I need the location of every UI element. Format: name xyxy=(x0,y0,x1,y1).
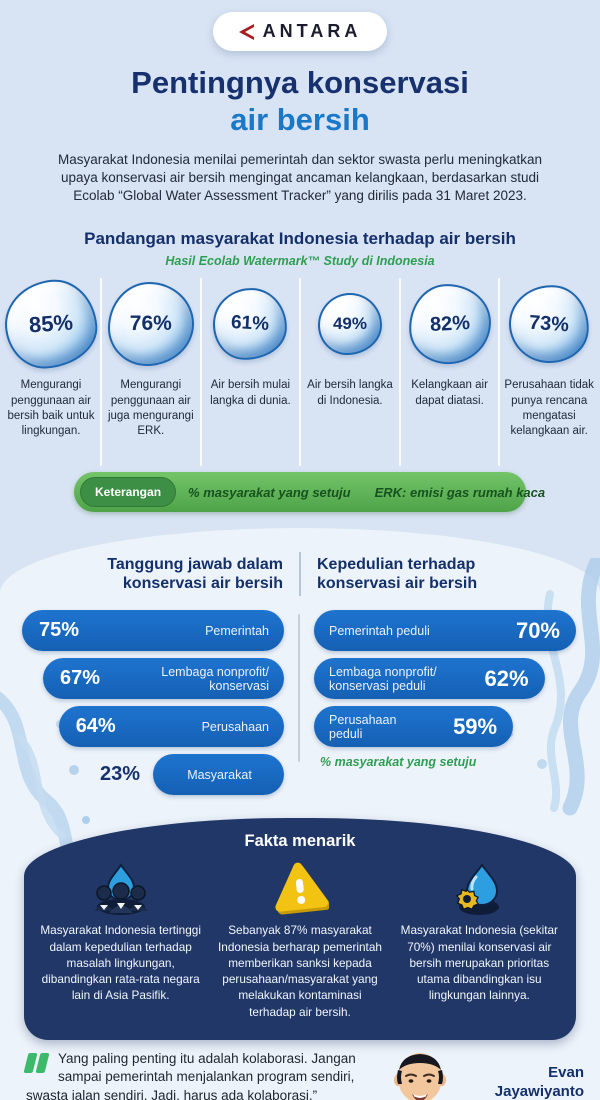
stat-label: Air bersih langka di Indonesia. xyxy=(307,379,393,407)
bar-value: 23% xyxy=(99,763,140,786)
quote-section: Yang paling penting itu adalah kolaboras… xyxy=(16,1050,584,1100)
facts-title: Fakta menarik xyxy=(244,832,356,851)
bar-value: 67% xyxy=(59,667,100,690)
bar-value: 64% xyxy=(75,715,116,738)
fact-text: Masyarakat Indonesia tertinggi dalam kep… xyxy=(40,923,201,1003)
facts-row: Masyarakat Indonesia tertinggi dalam kep… xyxy=(38,859,562,1020)
fact-text: Masyarakat Indonesia (sekitar 70%) menil… xyxy=(400,923,558,1003)
bar-lembaga-nonprofit: 67% Lembaga nonprofit/ konservasi xyxy=(42,658,284,700)
chart-note: % masyarakat yang setuju xyxy=(320,755,477,770)
stat-value: 49% xyxy=(332,314,367,334)
bar-perusahaan-peduli: Perusahaan peduli 59% xyxy=(314,706,514,748)
bar-row: 23% Masyarakat xyxy=(22,754,284,796)
legend-item-setuju: % masyarakat yang setuju xyxy=(188,484,351,500)
responsibility-chart: 75% Pemerintah 67% Lembaga nonprofit/ ko… xyxy=(22,610,284,802)
bar-value: 59% xyxy=(453,713,498,739)
stat-column: 85% Mengurangi penggunaan air bersih bai… xyxy=(2,277,102,467)
fact-item: Masyarakat Indonesia tertinggi dalam kep… xyxy=(38,859,203,1020)
water-drop-icon: 73% xyxy=(506,282,592,367)
stat-label: Air bersih mulai langka di dunia. xyxy=(210,379,291,407)
speaker-portrait xyxy=(394,1052,446,1100)
page-title-line2: air bersih xyxy=(230,101,370,137)
water-drop-icon: 61% xyxy=(211,286,290,363)
bar-label: Perusahaan peduli xyxy=(329,712,397,741)
bar-label: Masyarakat xyxy=(187,767,252,782)
section-subtitle: Hasil Ecolab Watermark™ Study di Indones… xyxy=(165,254,435,269)
people-group-icon xyxy=(90,859,152,916)
stat-value: 85% xyxy=(28,309,74,338)
water-drop-gear-icon xyxy=(449,859,509,916)
bar-value: 62% xyxy=(484,665,529,691)
page-title-line1: Pentingnya konservasi xyxy=(131,65,469,100)
header-divider xyxy=(299,552,301,597)
facts-panel: Fakta menarik xyxy=(24,818,576,1040)
bar-value: 70% xyxy=(515,617,560,643)
bar-row: 75% Pemerintah xyxy=(22,610,284,652)
quote-text: Yang paling penting itu adalah kolaboras… xyxy=(26,1050,356,1100)
bar-label: Pemerintah peduli xyxy=(329,623,430,638)
antara-arrow-icon xyxy=(238,23,254,40)
bar-masyarakat: Masyarakat xyxy=(153,754,284,796)
stat-label: Mengurangi penggunaan air juga mengurang… xyxy=(107,379,194,437)
bar-label: Pemerintah xyxy=(205,623,269,638)
bar-label: Lembaga nonprofit/ konservasi xyxy=(161,664,269,693)
concern-title: Kepedulian terhadap konservasi air bersi… xyxy=(317,555,478,593)
bar-row: 64% Perusahaan xyxy=(22,706,284,748)
speaker-info: Evan Jayawiyanto AVP and President Direc… xyxy=(432,1064,584,1100)
bar-perusahaan: 64% Perusahaan xyxy=(58,706,284,748)
stat-value: 76% xyxy=(129,312,172,336)
intro-paragraph: Masyarakat Indonesia menilai pemerintah … xyxy=(57,152,542,204)
legend-bar: Keterangan % masyarakat yang setuju ERK:… xyxy=(74,472,545,513)
stat-column: 61% Air bersih mulai langka di dunia. xyxy=(202,278,302,467)
quote-text-block: Yang paling penting itu adalah kolaboras… xyxy=(23,1050,378,1100)
legend-item-erk: ERK: emisi gas rumah kaca xyxy=(374,484,546,500)
stat-column: 82% Kelangkaan air dapat diatasi. xyxy=(401,278,501,467)
legend-badge: Keterangan xyxy=(80,477,177,508)
quote-mark-icon xyxy=(23,1052,50,1078)
chart-headers: Tanggung jawab dalam konservasi air bers… xyxy=(22,552,578,597)
stat-value: 82% xyxy=(428,311,471,336)
bar-pemerintah-peduli: Pemerintah peduli 70% xyxy=(314,610,576,652)
stat-column: 73% Perusahaan tidak punya rencana menga… xyxy=(500,278,598,466)
column-divider xyxy=(298,614,300,763)
bar-row: 67% Lembaga nonprofit/ konservasi xyxy=(22,658,284,700)
speaker-name: Evan Jayawiyanto xyxy=(494,1063,584,1100)
bar-label: Perusahaan xyxy=(201,719,269,734)
content-dome: Tanggung jawab dalam konservasi air bers… xyxy=(0,528,600,1100)
stat-label: Mengurangi penggunaan air bersih baik un… xyxy=(7,379,95,437)
stat-column: 49% Air bersih langka di Indonesia. xyxy=(301,278,401,467)
water-drop-icon: 85% xyxy=(2,277,100,372)
bar-pemerintah: 75% Pemerintah xyxy=(22,610,284,652)
page-title: Pentingnya konservasi air bersih xyxy=(0,65,600,138)
water-drop-icon: 49% xyxy=(317,293,382,356)
stat-value: 73% xyxy=(528,311,570,337)
bar-charts: 75% Pemerintah 67% Lembaga nonprofit/ ko… xyxy=(22,610,578,802)
bar-label: Lembaga nonprofit/ konservasi peduli xyxy=(329,664,437,693)
water-drop-icon: 76% xyxy=(107,282,194,367)
stat-label: Kelangkaan air dapat diatasi. xyxy=(411,379,488,407)
antara-logo-text: ANTARA xyxy=(262,21,362,41)
warning-icon xyxy=(271,859,329,915)
concern-chart: Pemerintah peduli 70% Lembaga nonprofit/… xyxy=(314,610,576,802)
responsibility-title: Tanggung jawab dalam konservasi air bers… xyxy=(107,555,283,593)
antara-logo: ANTARA xyxy=(212,12,388,51)
section-heading: Pandangan masyarakat Indonesia terhadap … xyxy=(84,229,516,249)
stat-label: Perusahaan tidak punya rencana mengatasi… xyxy=(504,379,594,437)
fact-text: Sebanyak 87% masyarakat Indonesia berhar… xyxy=(218,923,382,1019)
fact-item: Sebanyak 87% masyarakat Indonesia berhar… xyxy=(217,859,382,1020)
water-drop-stats: 85% Mengurangi penggunaan air bersih bai… xyxy=(0,277,600,467)
stat-column: 76% Mengurangi penggunaan air juga mengu… xyxy=(102,278,202,467)
fact-item: Masyarakat Indonesia (sekitar 70%) menil… xyxy=(397,859,562,1020)
bar-value: 75% xyxy=(39,619,80,642)
bar-lembaga-peduli: Lembaga nonprofit/ konservasi peduli 62% xyxy=(314,658,545,700)
stat-value: 61% xyxy=(230,312,270,336)
water-drop-icon: 82% xyxy=(406,282,493,367)
